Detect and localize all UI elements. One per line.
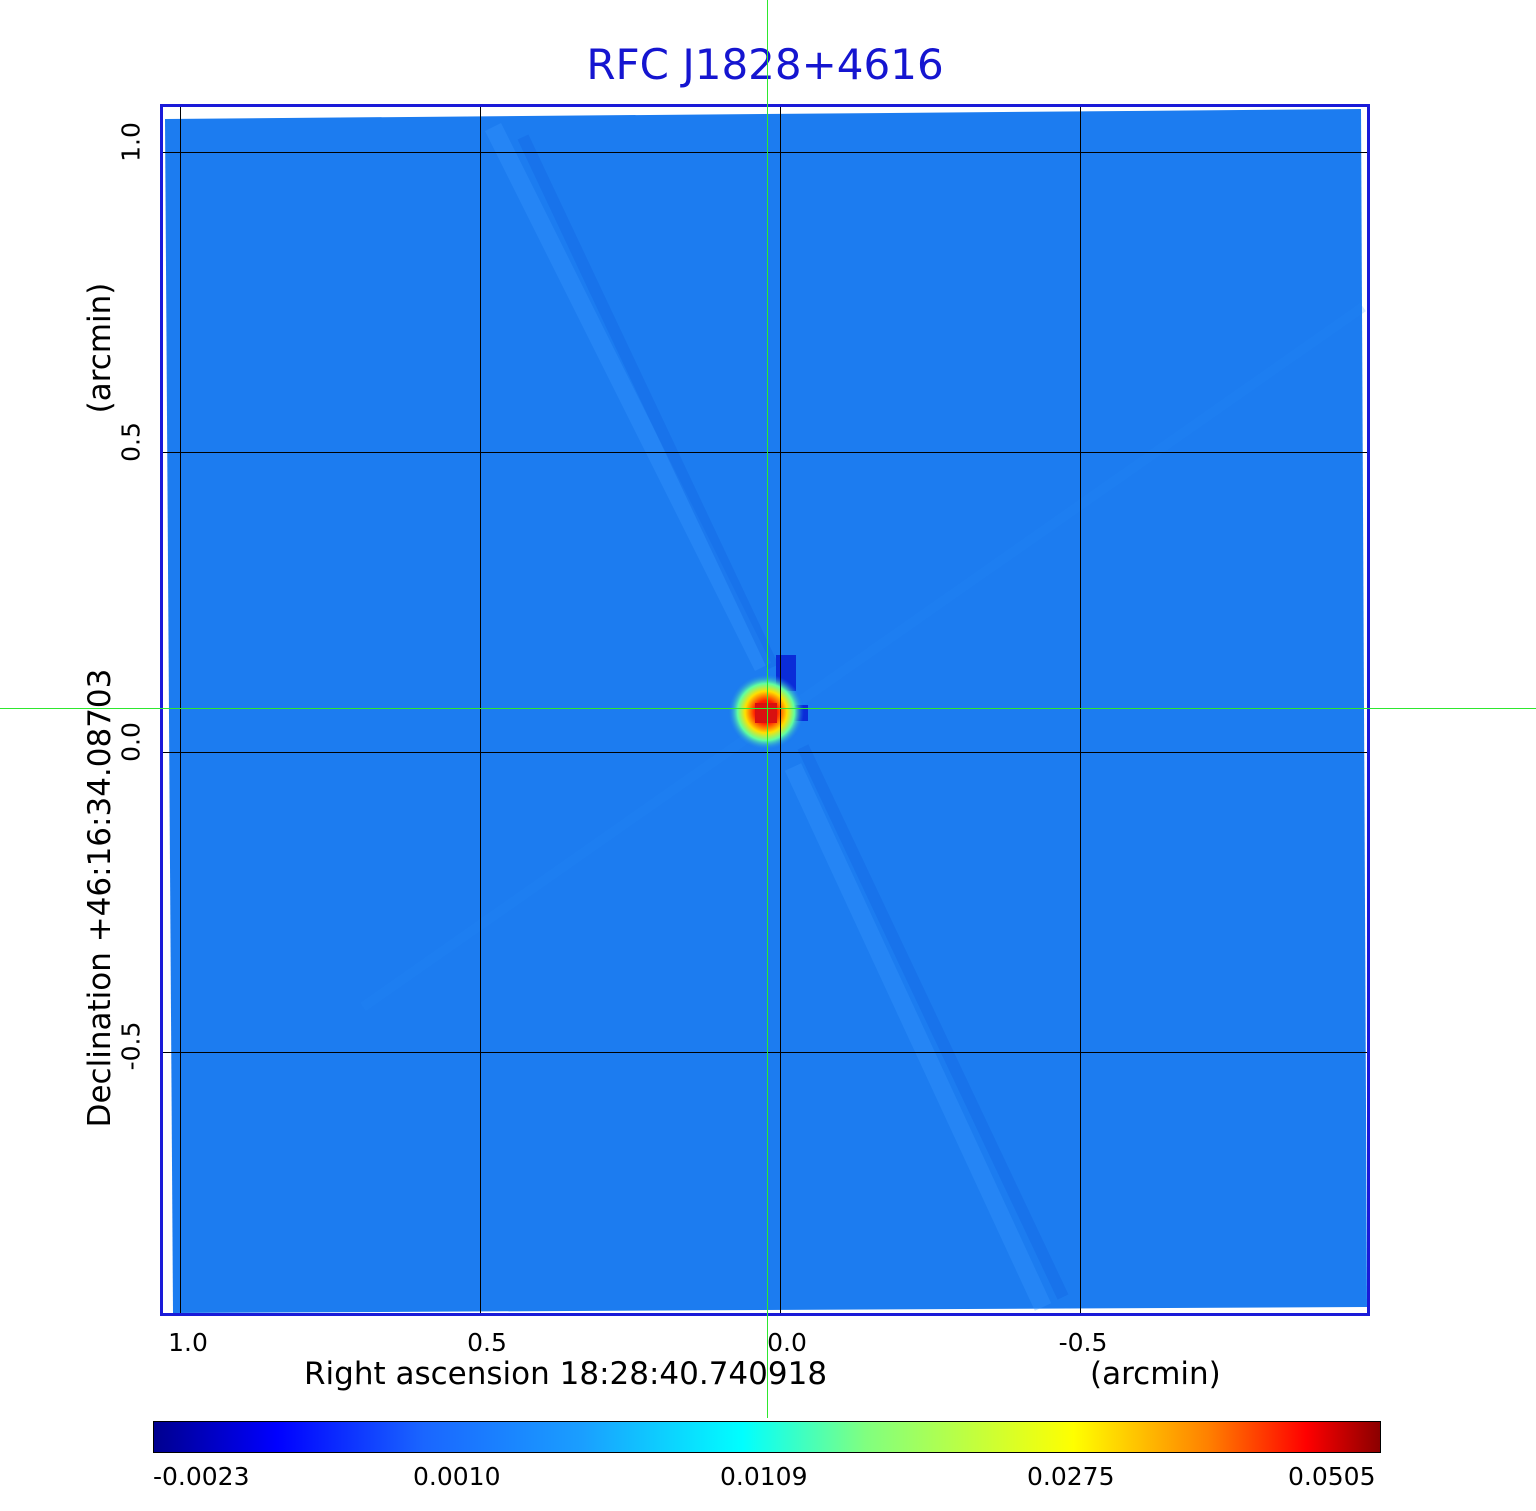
colorbar-tick-label: -0.0023 xyxy=(153,1462,250,1491)
y-tick-label: -0.5 xyxy=(116,1021,146,1071)
x-axis-label: Right ascension 18:28:40.740918 xyxy=(304,1356,828,1392)
y-tick-label: 0.0 xyxy=(116,722,146,762)
colorbar-tick-label: 0.0275 xyxy=(1027,1462,1115,1491)
grid-line-y-4 xyxy=(163,1052,1367,1053)
colorbar xyxy=(153,1421,1381,1453)
crosshair-vertical xyxy=(767,0,768,1418)
image-title: RFC J1828+4616 xyxy=(586,40,944,89)
grid-line-y-3 xyxy=(163,752,1367,753)
x-tick-label: 0.5 xyxy=(467,1328,507,1357)
colorbar-tick-label: 0.0505 xyxy=(1288,1462,1376,1491)
sidelobe-streaks xyxy=(360,122,1366,1311)
sky-image xyxy=(163,107,1367,1313)
x-tick-label: -0.5 xyxy=(1058,1328,1108,1357)
grid-line-x-3 xyxy=(780,107,781,1313)
grid-line-y-1 xyxy=(163,152,1367,153)
y-axis-label: Declination +46:16:34.08703 xyxy=(82,668,118,1128)
colorbar-tick-label: 0.0109 xyxy=(720,1462,808,1491)
grid-line-x-4 xyxy=(1080,107,1081,1313)
x-tick-label: 1.0 xyxy=(168,1328,208,1357)
y-tick-label: 0.5 xyxy=(116,422,146,462)
grid-line-x-1 xyxy=(180,107,181,1313)
y-tick-label: 1.0 xyxy=(116,122,146,162)
x-tick-label: 0.0 xyxy=(767,1328,807,1357)
y-axis-unit: (arcmin) xyxy=(82,282,118,414)
radio-source-core xyxy=(755,703,777,723)
crosshair-horizontal xyxy=(0,708,1536,709)
colorbar-tick-label: 0.0010 xyxy=(413,1462,501,1491)
x-axis-unit: (arcmin) xyxy=(1090,1356,1221,1392)
grid-line-y-2 xyxy=(163,452,1367,453)
sky-image-frame[interactable] xyxy=(160,104,1370,1316)
grid-line-x-2 xyxy=(480,107,481,1313)
